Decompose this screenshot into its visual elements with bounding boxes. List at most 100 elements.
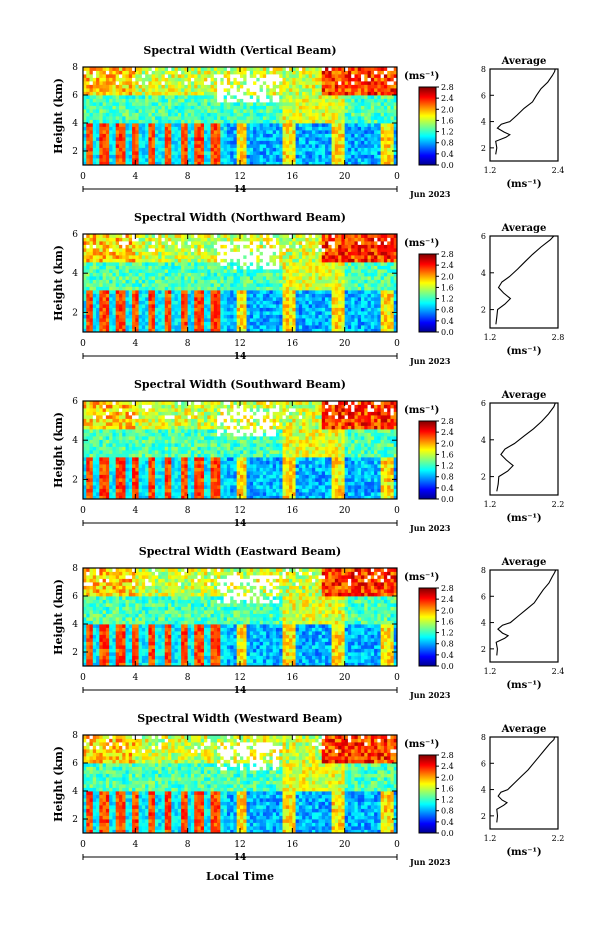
heat-cell <box>275 255 280 259</box>
heat-cell <box>168 300 172 305</box>
heat-cell <box>305 91 310 96</box>
heat-cell <box>187 279 192 284</box>
heat-cell <box>230 234 234 238</box>
heat-cell <box>161 123 166 127</box>
heat-cell <box>259 109 264 113</box>
heat-cell <box>334 276 339 280</box>
heat-cell <box>197 77 202 82</box>
heat-cell <box>341 154 346 159</box>
heat-cell <box>347 95 352 99</box>
heat-cell <box>118 95 123 99</box>
heat-cell <box>266 91 270 96</box>
heat-cell <box>305 144 310 148</box>
heat-cell <box>315 234 319 238</box>
heat-cell <box>279 74 283 78</box>
heat-cell <box>89 318 94 322</box>
heat-cell <box>298 81 303 85</box>
heat-cell <box>318 307 323 312</box>
heat-cell <box>171 304 175 308</box>
heat-cell <box>118 130 123 134</box>
heat-cell <box>96 112 100 117</box>
heat-cell <box>233 126 238 131</box>
heat-cell <box>279 116 283 120</box>
heat-cell <box>174 262 179 266</box>
heat-cell <box>184 311 189 315</box>
heat-cell <box>331 81 336 85</box>
heat-cell <box>240 321 244 326</box>
heat-cell <box>105 119 110 124</box>
heat-cell <box>86 279 90 284</box>
heat-cell <box>321 283 326 287</box>
heat-cell <box>115 112 120 117</box>
heat-cell <box>187 95 192 99</box>
heat-cell <box>328 158 332 162</box>
heat-cell <box>92 258 97 263</box>
heat-cell <box>370 144 375 148</box>
heat-cell <box>181 133 185 138</box>
heat-cell <box>354 88 359 92</box>
heat-cell <box>243 88 247 92</box>
heat-cell <box>357 95 362 99</box>
heat-cell <box>99 251 104 256</box>
heat-cell <box>164 137 169 141</box>
heat-cell <box>197 67 202 71</box>
heat-cell <box>302 116 306 120</box>
heat-cell <box>83 321 87 326</box>
heat-cell <box>86 70 90 75</box>
heat-cell <box>194 88 198 92</box>
heat-cell <box>226 241 231 245</box>
heat-cell <box>177 244 182 249</box>
heat-cell <box>383 130 388 134</box>
heat-cell <box>125 283 130 287</box>
heat-cell <box>393 74 398 78</box>
heat-cell <box>141 314 146 319</box>
heat-cell <box>145 300 149 305</box>
heat-cell <box>115 234 120 238</box>
heat-cell <box>213 328 218 333</box>
heat-cell <box>89 77 94 82</box>
heat-cell <box>200 81 205 85</box>
heat-cell <box>305 123 310 127</box>
heat-cell <box>148 123 153 127</box>
heat-cell <box>253 300 257 305</box>
heat-cell <box>236 133 241 138</box>
heat-cell <box>204 70 208 75</box>
heat-cell <box>383 126 388 131</box>
heat-cell <box>190 151 195 155</box>
heat-cell <box>357 67 362 71</box>
heat-cell <box>289 91 293 96</box>
heat-cell <box>128 276 133 280</box>
heat-cell <box>295 126 300 131</box>
heat-cell <box>334 123 339 127</box>
heat-cell <box>328 130 332 134</box>
heat-cell <box>302 290 306 294</box>
heat-cell <box>151 258 156 263</box>
heat-cell <box>138 318 143 322</box>
heat-cell <box>168 251 172 256</box>
heat-cell <box>115 151 120 155</box>
heat-cell <box>128 161 133 166</box>
heat-cell <box>266 304 270 308</box>
heat-cell <box>344 95 349 99</box>
heat-cell <box>96 248 100 252</box>
heat-cell <box>141 300 146 305</box>
heat-cell <box>344 126 349 131</box>
heat-cell <box>220 74 225 78</box>
heat-cell <box>220 262 225 266</box>
heat-cell <box>279 276 283 280</box>
heat-cell <box>390 126 395 131</box>
heat-cell <box>289 300 293 305</box>
heat-cell <box>289 248 293 252</box>
heat-cell <box>86 283 90 287</box>
heat-cell <box>138 314 143 319</box>
heat-cell <box>86 116 90 120</box>
heat-cell <box>361 74 365 78</box>
heat-cell <box>112 290 117 294</box>
heat-cell <box>125 244 130 249</box>
heat-cell <box>292 133 296 138</box>
profile-x-tick-label: 2.4 <box>552 166 565 175</box>
heat-cell <box>361 70 365 75</box>
heat-cell <box>145 314 149 319</box>
heat-cell <box>367 126 372 131</box>
heat-cell <box>200 154 205 159</box>
